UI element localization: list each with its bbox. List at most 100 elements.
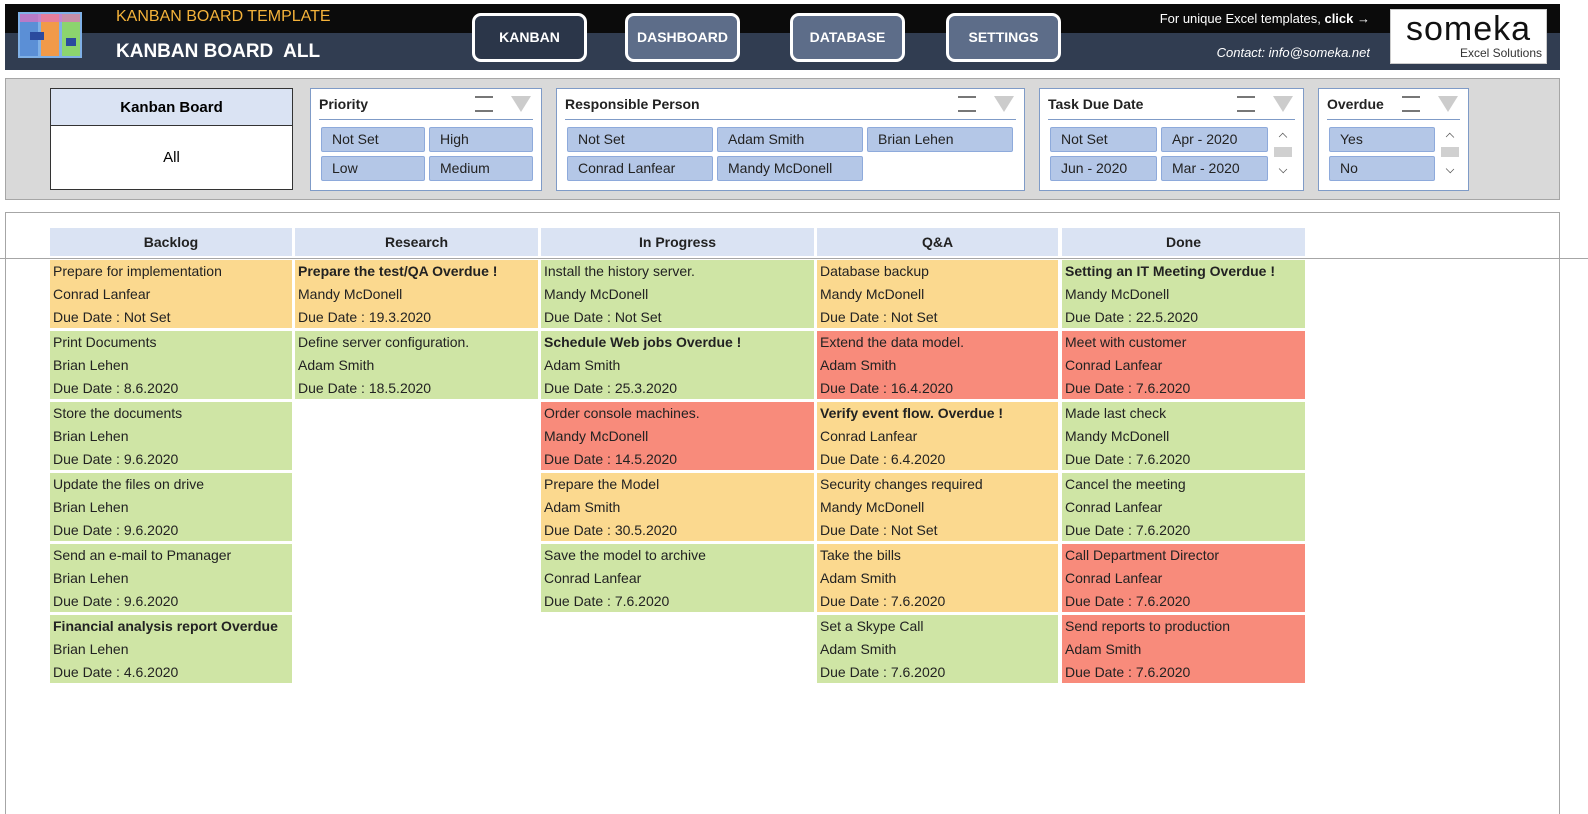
slicer-item[interactable]: Not Set	[1050, 127, 1157, 152]
kanban-card[interactable]: Call Department Director Conrad Lanfear Du…	[1062, 544, 1305, 612]
kanban-card[interactable]: Schedule Web jobs Overdue ! Adam Smith Due…	[541, 331, 814, 399]
slicer: Responsible Person Not Set Adam Smith Brian…	[556, 88, 1025, 191]
brand-logo[interactable]: someka Excel Solutions	[1390, 9, 1547, 64]
card-due: Due Date : 30.5.2020	[544, 522, 678, 538]
slicer-item[interactable]: High	[429, 127, 533, 152]
card-person: Adam Smith	[1065, 641, 1142, 657]
promo[interactable]: For unique Excel templates, click →	[1100, 11, 1370, 26]
card-title: Verify event flow. Overdue !	[820, 405, 1004, 421]
card-due: Due Date : 8.6.2020	[53, 380, 179, 396]
clear-filter-icon[interactable]	[511, 96, 531, 112]
card-person: Mandy McDonell	[298, 286, 403, 302]
clear-filter-icon[interactable]	[1438, 96, 1458, 112]
card-due: Due Date : 7.6.2020	[1065, 522, 1191, 538]
scroll-thumb[interactable]	[1441, 147, 1459, 157]
slicer-item[interactable]: Low	[321, 156, 425, 181]
kanban-card[interactable]: Setting an IT Meeting Overdue ! Mandy McD…	[1062, 260, 1305, 328]
multi-select-icon[interactable]	[475, 96, 493, 112]
slicer-item[interactable]: Adam Smith	[717, 127, 863, 152]
kanban-card[interactable]: Print Documents Brian Lehen Due Date : 8.6…	[50, 331, 292, 399]
card-title: Store the documents	[53, 405, 183, 421]
slicer-item[interactable]: Jun - 2020	[1050, 156, 1157, 181]
kanban-card[interactable]: Order console machines. Mandy McDonell Due…	[541, 402, 814, 470]
slicer-item[interactable]: No	[1329, 156, 1435, 181]
nav-button[interactable]: DASHBOARD	[625, 13, 740, 62]
kanban-card[interactable]: Verify event flow. Overdue ! Conrad Lanfe…	[817, 402, 1058, 470]
multi-select-icon[interactable]	[1237, 96, 1255, 112]
card-due: Due Date : 19.3.2020	[298, 309, 432, 325]
scroll-down[interactable]	[1278, 164, 1288, 174]
card-due: Due Date : 7.6.2020	[820, 664, 946, 680]
kanban-card[interactable]: Extend the data model. Adam Smith Due Date…	[817, 331, 1058, 399]
promo-text: For unique Excel templates,	[1159, 11, 1321, 26]
kanban-card[interactable]: Send reports to production Adam Smith Due …	[1062, 615, 1305, 683]
card-title: Order console machines.	[544, 405, 700, 421]
clear-filter-icon[interactable]	[1273, 96, 1293, 112]
card-person: Adam Smith	[820, 570, 897, 586]
card-person: Mandy McDonell	[544, 286, 649, 302]
slicer-item[interactable]: Medium	[429, 156, 533, 181]
promo-link[interactable]: click →	[1324, 11, 1370, 26]
kanban-card[interactable]: Made last check Mandy McDonell Due Date : …	[1062, 402, 1305, 470]
card-title: Send an e-mail to Pmanager	[53, 547, 232, 563]
column-header: Backlog	[50, 228, 292, 256]
card-title: Prepare the Model	[544, 476, 660, 492]
card-person: Conrad Lanfear	[53, 286, 151, 302]
card-title: Prepare for implementation	[53, 263, 222, 279]
card-person: Brian Lehen	[53, 428, 129, 444]
card-due: Due Date : 7.6.2020	[820, 593, 946, 609]
kanban-card[interactable]: Meet with customer Conrad Lanfear Due Date…	[1062, 331, 1305, 399]
nav-button[interactable]: SETTINGS	[946, 13, 1061, 62]
slicer-item[interactable]: Mar - 2020	[1161, 156, 1268, 181]
card-due: Due Date : 25.3.2020	[544, 380, 678, 396]
multi-select-icon[interactable]	[958, 96, 976, 112]
clear-filter-icon[interactable]	[994, 96, 1014, 112]
scroll-down[interactable]	[1445, 164, 1455, 174]
multi-select-icon[interactable]	[1402, 96, 1420, 112]
card-person: Adam Smith	[544, 499, 621, 515]
kanban-card[interactable]: Database backup Mandy McDonell Due Date : …	[817, 260, 1058, 328]
kanban-card[interactable]: Save the model to archive Conrad Lanfear D…	[541, 544, 814, 612]
kanban-card[interactable]: Security changes required Mandy McDonell D…	[817, 473, 1058, 541]
nav-button[interactable]: DATABASE	[790, 13, 905, 62]
slicer-item[interactable]: Yes	[1329, 127, 1435, 152]
scroll-thumb[interactable]	[1274, 147, 1292, 157]
kanban-card[interactable]: Define server configuration. Adam Smith Du…	[295, 331, 538, 399]
card-person: Conrad Lanfear	[1065, 570, 1163, 586]
card-person: Conrad Lanfear	[1065, 499, 1163, 515]
scroll-up[interactable]	[1278, 132, 1288, 142]
slicer-item[interactable]: Brian Lehen	[867, 127, 1013, 152]
slicer-rule	[319, 119, 533, 120]
slicer-title: Overdue	[1327, 96, 1384, 112]
kanban-card[interactable]: Set a Skype Call Adam Smith Due Date : 7.6…	[817, 615, 1058, 683]
card-person: Mandy McDonell	[1065, 286, 1170, 302]
nav-button[interactable]: KANBAN	[472, 13, 587, 62]
card-due: Due Date : 6.4.2020	[820, 451, 946, 467]
kanban-card[interactable]: Install the history server. Mandy McDonel…	[541, 260, 814, 328]
slicer-item[interactable]: Not Set	[321, 127, 425, 152]
kanban-card[interactable]: Financial analysis report Overdue Brian L…	[50, 615, 292, 683]
kanban-card[interactable]: Prepare the test/QA Overdue ! Mandy McDon…	[295, 260, 538, 328]
slicer-item[interactable]: Conrad Lanfear	[567, 156, 713, 181]
card-title: Take the bills	[820, 547, 901, 563]
kanban-card[interactable]: Store the documents Brian Lehen Due Date :…	[50, 402, 292, 470]
card-title: Financial analysis report Overdue	[53, 618, 278, 634]
card-due: Due Date : 7.6.2020	[1065, 664, 1191, 680]
card-title: Prepare the test/QA Overdue !	[298, 263, 498, 279]
kanban-card[interactable]: Cancel the meeting Conrad Lanfear Due Date…	[1062, 473, 1305, 541]
card-title: Save the model to archive	[544, 547, 706, 563]
scroll-up[interactable]	[1445, 132, 1455, 142]
kanban-card[interactable]: Update the files on drive Brian Lehen Due …	[50, 473, 292, 541]
card-due: Due Date : 7.6.2020	[1065, 451, 1191, 467]
card-person: Adam Smith	[544, 357, 621, 373]
card-due: Due Date : Not Set	[544, 309, 662, 325]
slicer-item[interactable]: Not Set	[567, 127, 713, 152]
card-due: Due Date : 14.5.2020	[544, 451, 678, 467]
kanban-card[interactable]: Send an e-mail to Pmanager Brian Lehen Due…	[50, 544, 292, 612]
kanban-card[interactable]: Prepare for implementation Conrad Lanfear…	[50, 260, 292, 328]
slicer-item[interactable]: Mandy McDonell	[717, 156, 863, 181]
slicer-item[interactable]: Apr - 2020	[1161, 127, 1268, 152]
kanban-card[interactable]: Take the bills Adam Smith Due Date : 7.6.2…	[817, 544, 1058, 612]
kanban-card[interactable]: Prepare the Model Adam Smith Due Date : 30…	[541, 473, 814, 541]
